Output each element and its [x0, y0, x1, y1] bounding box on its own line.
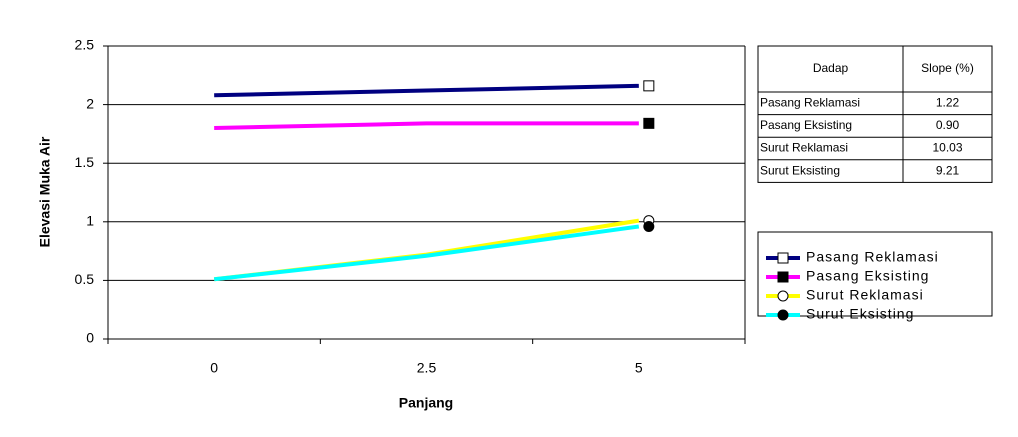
x-tick-label: 2.5: [417, 360, 437, 376]
table-cell: Surut Reklamasi: [760, 141, 848, 155]
legend-label: Pasang Eksisting: [806, 268, 929, 284]
table-cell: 0.90: [936, 118, 960, 132]
legend-marker: [777, 271, 789, 283]
x-axis-label: Panjang: [399, 395, 453, 411]
table-cell: Surut Eksisting: [760, 163, 840, 177]
y-axis-label: Elevasi Muka Air: [37, 136, 53, 247]
x-tick-label: 0: [210, 360, 218, 376]
x-tick-label: 5: [635, 360, 643, 376]
table-cell: Pasang Reklamasi: [760, 95, 860, 109]
legend-label: Surut Eksisting: [806, 306, 914, 322]
series-line: [214, 83, 639, 98]
y-tick-label: 2.5: [75, 37, 95, 53]
point-marker: [643, 80, 655, 92]
y-tick-label: 0: [86, 330, 94, 346]
series-line: [213, 224, 640, 282]
legend-box: [757, 231, 993, 317]
legend-marker: [777, 290, 789, 302]
slope-table: Dadap Slope (%) Pasang Reklamasi 1.22 Pasang…: [757, 45, 993, 183]
series-line: [214, 121, 639, 131]
legend-label: Pasang Reklamasi: [806, 249, 939, 265]
legend-marker: [777, 252, 789, 264]
table-cell: 9.21: [936, 163, 960, 177]
y-tick-label: 1.5: [75, 154, 95, 170]
point-marker: [643, 220, 655, 232]
y-tick-label: 1: [86, 213, 94, 229]
y-tick-label: 0.5: [75, 271, 95, 287]
table-cell: 10.03: [932, 141, 962, 155]
table-header: Slope (%): [921, 61, 974, 75]
legend-marker: [777, 309, 789, 321]
y-tick-label: 2: [86, 95, 94, 111]
table-cell: Pasang Eksisting: [760, 118, 852, 132]
legend-label: Surut Reklamasi: [806, 287, 924, 303]
table-header: Dadap: [813, 61, 849, 75]
point-marker: [643, 117, 655, 129]
table-cell: 1.22: [936, 95, 960, 109]
